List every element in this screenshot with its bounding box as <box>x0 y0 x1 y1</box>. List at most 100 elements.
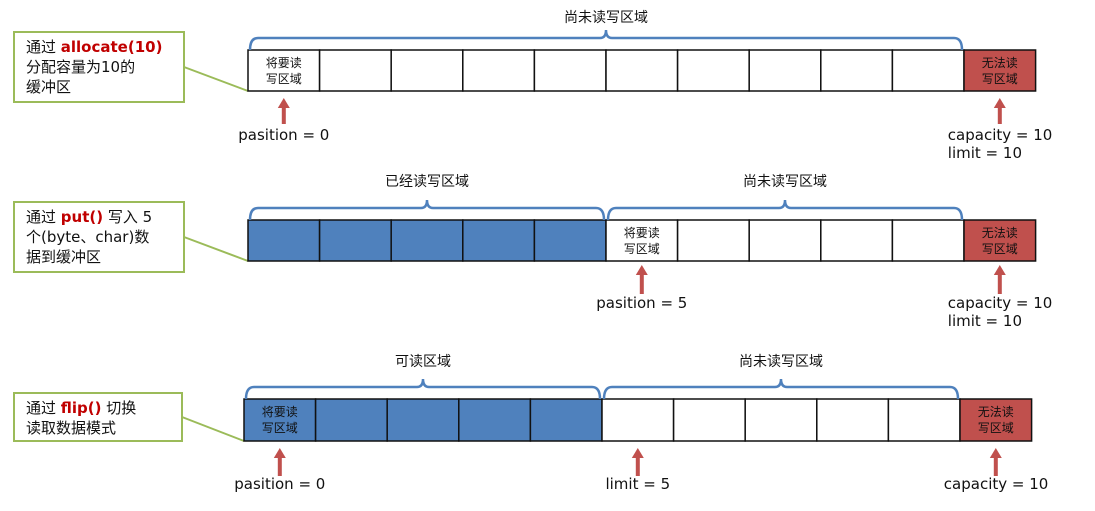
pointer-arrow-head <box>273 448 286 458</box>
callout-text: 个(byte、char)数 <box>26 228 149 246</box>
buffer-cell-empty <box>533 49 607 92</box>
cell-label: 写区域 <box>624 242 660 256</box>
callout-segment: 写入 5 <box>103 208 152 226</box>
buffer-cell-empty <box>462 49 536 92</box>
callout-text: 通过 put() 写入 5 <box>26 208 152 226</box>
pointer-arrow-head <box>993 265 1006 275</box>
buffer-cell-filled <box>390 219 464 262</box>
pointer-label: pasition = 0 <box>234 475 325 493</box>
buffer-cell-empty <box>601 398 675 442</box>
callout-box <box>13 201 185 273</box>
buffer-cell-empty <box>820 49 894 92</box>
pointer-label: pasition = 0 <box>238 126 329 144</box>
callout-segment: 通过 <box>26 399 61 417</box>
pointer-label: limit = 10 <box>948 312 1022 330</box>
region-label: 可读区域 <box>395 353 451 370</box>
cell-label: 写区域 <box>982 242 1018 256</box>
buffer-cell-empty <box>247 49 321 92</box>
buffer-cell-blocked <box>959 398 1033 442</box>
method-name: put() <box>61 208 103 226</box>
pointer-arrow-shaft <box>639 274 644 294</box>
buffer-cell-filled <box>247 219 321 262</box>
region-bracket <box>606 199 964 221</box>
callout-segment: 通过 <box>26 38 61 56</box>
buffer-cell-empty <box>605 219 679 262</box>
callout-text: 通过 allocate(10) <box>26 38 162 56</box>
callout-segment: 通过 <box>26 208 61 226</box>
pointer-label: limit = 5 <box>605 475 670 493</box>
buffer-cell-filled <box>243 398 317 442</box>
cell-label: 无法读 <box>978 405 1014 419</box>
region-bracket <box>248 29 964 51</box>
pointer-arrow-head <box>277 98 290 108</box>
region-bracket <box>602 378 960 400</box>
pointer-arrow-shaft <box>281 107 286 124</box>
buffer-cell-blocked <box>963 49 1037 92</box>
buffer-cell-filled <box>318 219 392 262</box>
cell-label: 将要读 <box>262 405 298 419</box>
callout-segment: 个(byte、char)数 <box>26 228 149 246</box>
cell-label: 将要读 <box>266 56 302 70</box>
pointer-arrow-shaft <box>997 274 1002 294</box>
region-label: 尚未读写区域 <box>564 9 648 26</box>
callout-connector <box>181 416 245 442</box>
pointer-arrow-head <box>635 265 648 275</box>
buffer-cell-filled <box>314 398 388 442</box>
callout-connector <box>183 66 249 92</box>
callout-text: 读取数据模式 <box>26 419 116 437</box>
pointer-arrow-shaft <box>277 457 282 476</box>
region-label: 尚未读写区域 <box>743 173 827 190</box>
pointer-arrow-shaft <box>997 107 1002 124</box>
cell-label: 无法读 <box>982 56 1018 70</box>
callout-connector <box>183 236 249 262</box>
region-label: 尚未读写区域 <box>739 353 823 370</box>
callout-text: 据到缓冲区 <box>26 248 101 266</box>
region-label: 已经读写区域 <box>385 173 469 190</box>
buffer-cell-filled <box>529 398 603 442</box>
buffer-cell-empty <box>748 49 822 92</box>
callout-box <box>13 31 185 103</box>
buffer-cell-empty <box>820 219 894 262</box>
cell-label: 写区域 <box>266 72 302 86</box>
buffer-cell-empty <box>390 49 464 92</box>
pointer-label: capacity = 10 <box>948 126 1053 144</box>
pointer-arrow-head <box>631 448 644 458</box>
pointer-label: capacity = 10 <box>944 475 1049 493</box>
buffer-cell-empty <box>318 49 392 92</box>
callout-segment: 据到缓冲区 <box>26 248 101 266</box>
pointer-arrow-head <box>989 448 1002 458</box>
buffer-cell-filled <box>533 219 607 262</box>
buffer-cell-empty <box>672 398 746 442</box>
buffer-cell-filled <box>458 398 532 442</box>
cell-label: 无法读 <box>982 226 1018 240</box>
callout-text: 通过 flip() 切换 <box>26 399 136 417</box>
buffer-cell-empty <box>887 398 961 442</box>
method-name: allocate(10) <box>61 38 163 56</box>
pointer-label: capacity = 10 <box>948 294 1053 312</box>
pointer-arrow-head <box>993 98 1006 108</box>
buffer-cell-empty <box>816 398 890 442</box>
pointer-arrow-shaft <box>635 457 640 476</box>
method-name: flip() <box>61 399 102 417</box>
callout-box <box>13 392 183 442</box>
buffer-cell-empty <box>676 49 750 92</box>
callout-segment: 读取数据模式 <box>26 419 116 437</box>
buffer-cell-empty <box>605 49 679 92</box>
callout-segment: 分配容量为10的 <box>26 58 135 76</box>
buffer-cell-blocked <box>963 219 1037 262</box>
cell-label: 将要读 <box>624 226 660 240</box>
buffer-cell-empty <box>744 398 818 442</box>
buffer-cell-filled <box>386 398 460 442</box>
buffer-cell-empty <box>891 49 965 92</box>
buffer-cell-empty <box>748 219 822 262</box>
cell-label: 写区域 <box>262 421 298 435</box>
region-bracket <box>248 199 606 221</box>
region-bracket <box>244 378 602 400</box>
pointer-label: pasition = 5 <box>596 294 687 312</box>
buffer-cell-empty <box>891 219 965 262</box>
callout-segment: 缓冲区 <box>26 78 71 96</box>
